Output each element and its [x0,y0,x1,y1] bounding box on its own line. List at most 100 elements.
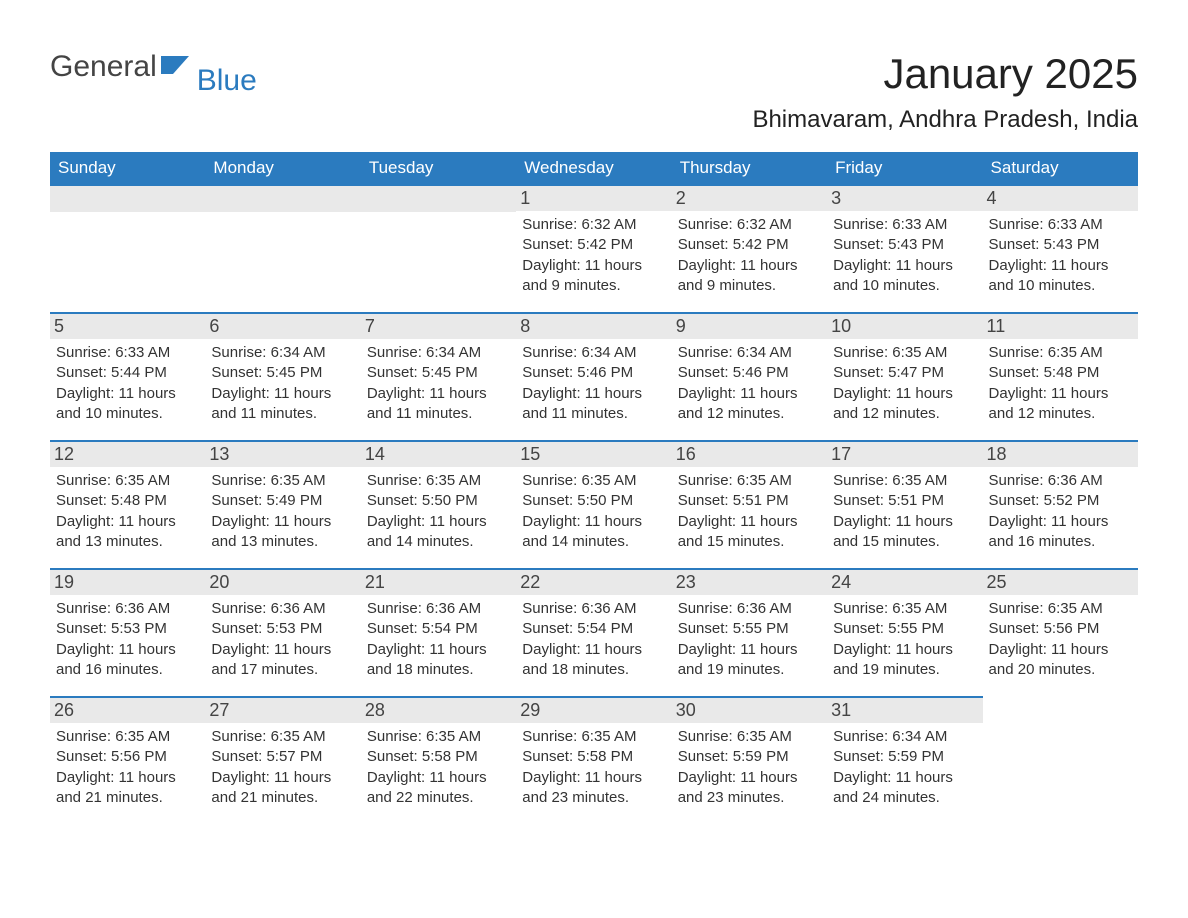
sunset-line: Sunset: 5:46 PM [522,363,665,383]
day-cell: 13 Sunrise: 6:35 AM Sunset: 5:49 PM Dayl… [205,440,360,556]
day-details: Sunrise: 6:33 AM Sunset: 5:43 PM Dayligh… [989,215,1132,296]
day-number: 28 [361,696,516,723]
sunset-line: Sunset: 5:51 PM [678,491,821,511]
logo: General Blue [50,50,257,84]
daylight-line: Daylight: 11 hours and 23 minutes. [678,768,821,809]
daylight-line: Daylight: 11 hours and 19 minutes. [833,640,976,681]
calendar-body: 1 Sunrise: 6:32 AM Sunset: 5:42 PM Dayli… [50,184,1138,824]
day-details: Sunrise: 6:36 AM Sunset: 5:54 PM Dayligh… [367,599,510,680]
sunrise-line: Sunrise: 6:35 AM [211,471,354,491]
calendar-cell: 7 Sunrise: 6:34 AM Sunset: 5:45 PM Dayli… [361,312,516,440]
empty-day-strip [205,184,360,212]
sunrise-line: Sunrise: 6:34 AM [833,727,976,747]
daylight-line: Daylight: 11 hours and 14 minutes. [367,512,510,553]
sunset-line: Sunset: 5:42 PM [678,235,821,255]
day-number: 24 [827,568,982,595]
sunset-line: Sunset: 5:59 PM [833,747,976,767]
sunset-line: Sunset: 5:44 PM [56,363,199,383]
sunset-line: Sunset: 5:56 PM [56,747,199,767]
daylight-line: Daylight: 11 hours and 15 minutes. [833,512,976,553]
daylight-line: Daylight: 11 hours and 18 minutes. [522,640,665,681]
day-number: 11 [983,312,1138,339]
sunrise-line: Sunrise: 6:34 AM [522,343,665,363]
calendar-cell: 11 Sunrise: 6:35 AM Sunset: 5:48 PM Dayl… [983,312,1138,440]
daylight-line: Daylight: 11 hours and 10 minutes. [56,384,199,425]
daylight-line: Daylight: 11 hours and 17 minutes. [211,640,354,681]
sunset-line: Sunset: 5:48 PM [989,363,1132,383]
sunrise-line: Sunrise: 6:35 AM [56,471,199,491]
sunrise-line: Sunrise: 6:35 AM [833,599,976,619]
day-details: Sunrise: 6:33 AM Sunset: 5:44 PM Dayligh… [56,343,199,424]
daylight-line: Daylight: 11 hours and 13 minutes. [56,512,199,553]
sunrise-line: Sunrise: 6:35 AM [833,343,976,363]
daylight-line: Daylight: 11 hours and 19 minutes. [678,640,821,681]
calendar-row: 1 Sunrise: 6:32 AM Sunset: 5:42 PM Dayli… [50,184,1138,312]
daylight-line: Daylight: 11 hours and 13 minutes. [211,512,354,553]
day-number: 20 [205,568,360,595]
calendar-cell: 29 Sunrise: 6:35 AM Sunset: 5:58 PM Dayl… [516,696,671,824]
calendar-cell [205,184,360,312]
day-details: Sunrise: 6:35 AM Sunset: 5:49 PM Dayligh… [211,471,354,552]
sunrise-line: Sunrise: 6:35 AM [367,727,510,747]
sunset-line: Sunset: 5:55 PM [833,619,976,639]
day-number: 15 [516,440,671,467]
calendar-cell: 6 Sunrise: 6:34 AM Sunset: 5:45 PM Dayli… [205,312,360,440]
day-cell: 4 Sunrise: 6:33 AM Sunset: 5:43 PM Dayli… [983,184,1138,300]
sunset-line: Sunset: 5:56 PM [989,619,1132,639]
day-number: 29 [516,696,671,723]
calendar-cell: 23 Sunrise: 6:36 AM Sunset: 5:55 PM Dayl… [672,568,827,696]
calendar-cell: 14 Sunrise: 6:35 AM Sunset: 5:50 PM Dayl… [361,440,516,568]
weekday-header: Thursday [672,152,827,184]
day-cell: 23 Sunrise: 6:36 AM Sunset: 5:55 PM Dayl… [672,568,827,684]
calendar-cell: 24 Sunrise: 6:35 AM Sunset: 5:55 PM Dayl… [827,568,982,696]
day-cell: 24 Sunrise: 6:35 AM Sunset: 5:55 PM Dayl… [827,568,982,684]
sunrise-line: Sunrise: 6:35 AM [678,727,821,747]
sunrise-line: Sunrise: 6:35 AM [522,471,665,491]
day-details: Sunrise: 6:35 AM Sunset: 5:48 PM Dayligh… [56,471,199,552]
daylight-line: Daylight: 11 hours and 12 minutes. [833,384,976,425]
sunrise-line: Sunrise: 6:34 AM [367,343,510,363]
day-cell: 20 Sunrise: 6:36 AM Sunset: 5:53 PM Dayl… [205,568,360,684]
daylight-line: Daylight: 11 hours and 21 minutes. [56,768,199,809]
day-number: 21 [361,568,516,595]
sunset-line: Sunset: 5:45 PM [211,363,354,383]
title-block: January 2025 Bhimavaram, Andhra Pradesh,… [752,50,1138,134]
day-number: 18 [983,440,1138,467]
weekday-header: Sunday [50,152,205,184]
location: Bhimavaram, Andhra Pradesh, India [752,106,1138,134]
day-details: Sunrise: 6:36 AM Sunset: 5:53 PM Dayligh… [56,599,199,680]
calendar-cell: 17 Sunrise: 6:35 AM Sunset: 5:51 PM Dayl… [827,440,982,568]
sunrise-line: Sunrise: 6:35 AM [833,471,976,491]
calendar-cell: 19 Sunrise: 6:36 AM Sunset: 5:53 PM Dayl… [50,568,205,696]
day-number: 13 [205,440,360,467]
calendar-cell: 16 Sunrise: 6:35 AM Sunset: 5:51 PM Dayl… [672,440,827,568]
sunrise-line: Sunrise: 6:35 AM [211,727,354,747]
day-details: Sunrise: 6:35 AM Sunset: 5:50 PM Dayligh… [522,471,665,552]
day-details: Sunrise: 6:34 AM Sunset: 5:46 PM Dayligh… [678,343,821,424]
day-cell: 18 Sunrise: 6:36 AM Sunset: 5:52 PM Dayl… [983,440,1138,556]
day-cell: 17 Sunrise: 6:35 AM Sunset: 5:51 PM Dayl… [827,440,982,556]
day-details: Sunrise: 6:35 AM Sunset: 5:47 PM Dayligh… [833,343,976,424]
day-cell: 30 Sunrise: 6:35 AM Sunset: 5:59 PM Dayl… [672,696,827,812]
logo-text-blue: Blue [197,64,257,98]
day-number: 19 [50,568,205,595]
sunrise-line: Sunrise: 6:34 AM [211,343,354,363]
calendar-cell [361,184,516,312]
day-details: Sunrise: 6:35 AM Sunset: 5:51 PM Dayligh… [833,471,976,552]
daylight-line: Daylight: 11 hours and 24 minutes. [833,768,976,809]
sunset-line: Sunset: 5:47 PM [833,363,976,383]
day-number: 6 [205,312,360,339]
day-cell: 29 Sunrise: 6:35 AM Sunset: 5:58 PM Dayl… [516,696,671,812]
sunset-line: Sunset: 5:54 PM [367,619,510,639]
logo-flag-icon [161,52,195,74]
daylight-line: Daylight: 11 hours and 12 minutes. [989,384,1132,425]
day-cell: 7 Sunrise: 6:34 AM Sunset: 5:45 PM Dayli… [361,312,516,428]
sunset-line: Sunset: 5:43 PM [989,235,1132,255]
day-number: 5 [50,312,205,339]
weekday-header: Saturday [983,152,1138,184]
calendar-page: General Blue January 2025 Bhimavaram, An… [0,0,1188,918]
sunrise-line: Sunrise: 6:35 AM [989,599,1132,619]
sunrise-line: Sunrise: 6:35 AM [367,471,510,491]
day-number: 30 [672,696,827,723]
day-cell: 3 Sunrise: 6:33 AM Sunset: 5:43 PM Dayli… [827,184,982,300]
